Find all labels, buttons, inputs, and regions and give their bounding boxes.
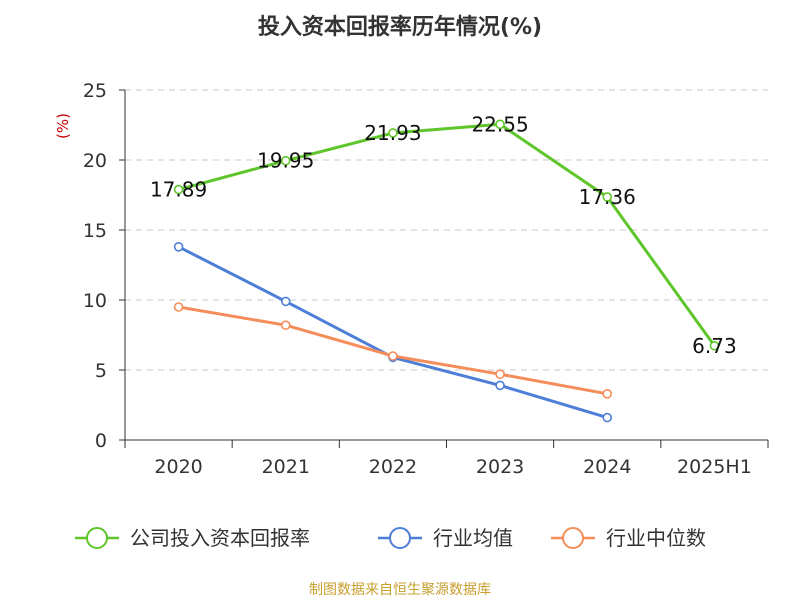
series-line-1 bbox=[177, 245, 608, 420]
legend-marker bbox=[86, 527, 108, 549]
data-point bbox=[173, 242, 184, 252]
chart-title: 投入资本回报率历年情况(%) bbox=[258, 14, 542, 40]
x-tick-label: 2020 bbox=[154, 456, 202, 478]
x-tick-label: 2025H1 bbox=[677, 456, 752, 478]
data-point bbox=[495, 380, 505, 391]
legend-marker bbox=[389, 527, 411, 549]
data-point bbox=[709, 340, 720, 351]
y-tick-label: 5 bbox=[95, 360, 107, 382]
data-labels: 17.89 19.95 21.93 22.55 17.36 6.73 bbox=[150, 112, 737, 357]
data-point bbox=[602, 412, 613, 423]
source-note: 制图数据来自恒生聚源数据库 bbox=[309, 582, 491, 598]
data-point bbox=[173, 302, 184, 312]
data-point bbox=[495, 369, 505, 380]
data-point bbox=[280, 155, 291, 166]
x-tick-label: 2021 bbox=[262, 456, 310, 478]
data-point bbox=[388, 351, 398, 361]
legend-label: 公司投入资本回报率 bbox=[130, 526, 310, 550]
legend: 公司投入资本回报率 行业均值 行业中位数 bbox=[75, 526, 706, 550]
data-label: 6.73 bbox=[692, 334, 737, 358]
data-point bbox=[495, 119, 505, 130]
legend-label: 行业中位数 bbox=[606, 526, 706, 550]
y-tick-label: 15 bbox=[83, 220, 107, 242]
legend-marker bbox=[562, 527, 584, 549]
y-tick-label: 0 bbox=[95, 430, 107, 452]
series-layer bbox=[173, 119, 720, 423]
x-tick-label: 2022 bbox=[369, 456, 417, 478]
data-label: 21.93 bbox=[364, 121, 421, 145]
data-label: 17.36 bbox=[579, 185, 636, 209]
series-line-2 bbox=[178, 305, 608, 396]
y-tick-label: 10 bbox=[83, 290, 107, 312]
y-tick-label: 25 bbox=[83, 80, 107, 102]
series-line-0 bbox=[178, 122, 716, 347]
data-label: 22.55 bbox=[471, 112, 528, 136]
y-axis-unit: (%) bbox=[54, 113, 72, 139]
x-tick-label: 2024 bbox=[583, 456, 631, 478]
axes: 0 5 10 15 20 25 2020 2021 2022 2023 2024 2025H1 bbox=[83, 80, 769, 478]
legend-label: 行业均值 bbox=[433, 526, 513, 550]
data-point bbox=[173, 184, 184, 195]
data-point bbox=[280, 296, 291, 307]
data-label: 17.89 bbox=[150, 178, 207, 202]
y-tick-label: 20 bbox=[83, 150, 107, 172]
data-point bbox=[602, 192, 613, 202]
data-point bbox=[280, 320, 291, 331]
data-point bbox=[388, 128, 398, 138]
gridlines bbox=[125, 89, 768, 371]
data-label: 19.95 bbox=[257, 149, 314, 173]
data-point bbox=[602, 388, 613, 399]
x-tick-label: 2023 bbox=[476, 456, 524, 478]
